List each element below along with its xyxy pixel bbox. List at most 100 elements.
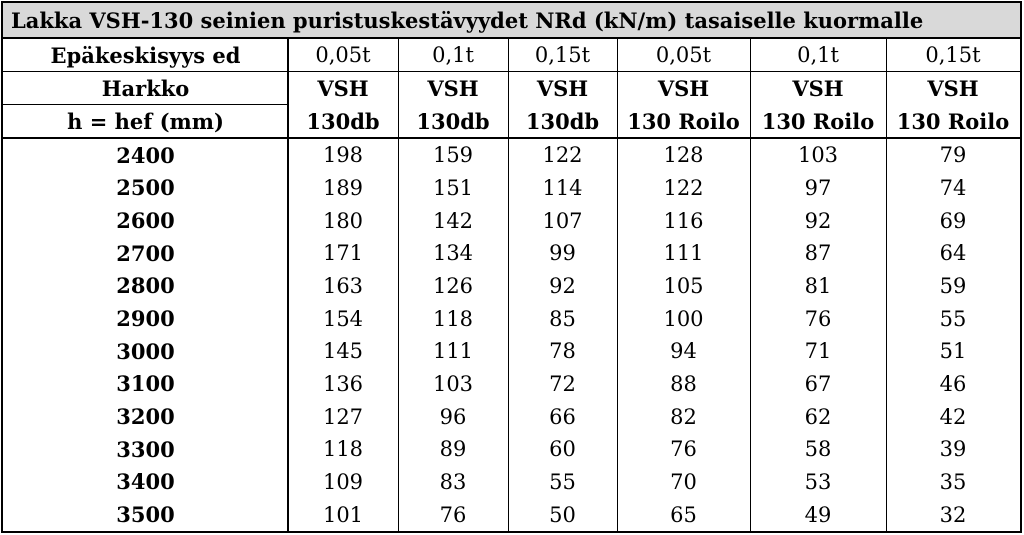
table-cell: 151	[432, 175, 474, 200]
table-cell: 65	[670, 502, 697, 527]
header-label: Epäkeskisyys ed	[50, 42, 241, 68]
row-header: 2700	[116, 240, 175, 266]
table-rule	[1, 531, 1022, 533]
block-header: VSH	[927, 76, 979, 101]
eccentricity-header: 0,05t	[655, 43, 712, 67]
block-header: 130 Roilo	[761, 109, 875, 134]
table-rule	[1, 104, 288, 105]
table-cell: 62	[804, 404, 832, 429]
table-cell: 88	[670, 371, 697, 396]
block-header: 130 Roilo	[627, 109, 740, 134]
table-cell: 59	[939, 273, 967, 298]
table-rule	[287, 37, 289, 533]
table-cell: 35	[939, 469, 967, 494]
row-header: 2600	[116, 208, 175, 234]
table-rule	[1, 1, 3, 533]
table-cell: 163	[322, 273, 364, 298]
table-cell: 105	[663, 273, 704, 298]
table-cell: 198	[322, 143, 364, 168]
table-cell: 64	[939, 241, 967, 266]
table-cell: 127	[322, 404, 364, 429]
table-cell: 100	[663, 306, 704, 331]
table-cell: 72	[549, 371, 576, 396]
table-cell: 136	[322, 371, 364, 396]
table-cell: 58	[804, 437, 832, 462]
table-cell: 180	[322, 208, 364, 233]
table-rule	[1, 71, 1022, 72]
table-rule	[1020, 1, 1022, 533]
table-rule	[1, 137, 1022, 139]
table-cell: 46	[939, 371, 967, 396]
header-label: Harkko	[101, 76, 190, 101]
table-cell: 134	[432, 241, 474, 266]
table-cell: 42	[939, 404, 967, 429]
table-cell: 76	[439, 502, 467, 527]
row-header: 3300	[116, 436, 175, 462]
table-cell: 55	[549, 469, 576, 494]
eccentricity-header: 0,15t	[534, 43, 591, 67]
table-cell: 142	[432, 208, 474, 233]
block-header: VSH	[427, 76, 479, 101]
table-cell: 92	[549, 273, 576, 298]
block-header: VSH	[317, 76, 369, 101]
table-cell: 122	[542, 143, 583, 168]
block-header: VSH	[792, 76, 844, 101]
table-cell: 50	[549, 502, 576, 527]
table-cell: 53	[804, 469, 832, 494]
table-cell: 76	[804, 306, 832, 331]
table-cell: 99	[549, 241, 576, 266]
table-cell: 87	[804, 241, 832, 266]
table-cell: 74	[939, 175, 967, 200]
table-cell: 85	[549, 306, 576, 331]
table-cell: 101	[322, 502, 364, 527]
table-cell: 69	[939, 208, 967, 233]
table-cell: 114	[542, 175, 583, 200]
table-cell: 103	[797, 143, 839, 168]
eccentricity-header: 0,15t	[925, 43, 981, 67]
table-cell: 111	[432, 339, 474, 364]
block-header: 130db	[306, 109, 380, 134]
row-header: 3000	[116, 338, 175, 364]
table-cell: 189	[322, 175, 364, 200]
table-cell: 126	[432, 273, 474, 298]
table-rule	[398, 37, 399, 533]
table-cell: 92	[804, 208, 832, 233]
header-label: h = hef (mm)	[67, 109, 224, 134]
row-header: 3200	[116, 404, 175, 430]
table-rule	[886, 37, 887, 533]
table-cell: 145	[322, 339, 364, 364]
table-title: Lakka VSH-130 seinien puristuskestävyyde…	[3, 3, 1020, 38]
block-header: 130db	[416, 109, 490, 134]
row-header: 3500	[116, 502, 175, 528]
block-header: 130db	[525, 109, 600, 134]
table-cell: 128	[663, 143, 704, 168]
table-cell: 79	[939, 143, 967, 168]
table-cell: 116	[663, 208, 704, 233]
table-rule	[617, 37, 618, 533]
table-cell: 96	[439, 404, 467, 429]
row-header: 2800	[116, 273, 175, 299]
table-cell: 49	[804, 502, 832, 527]
table-cell: 118	[322, 437, 364, 462]
eccentricity-header: 0,05t	[315, 43, 371, 67]
table-cell: 154	[322, 306, 364, 331]
table-cell: 83	[439, 469, 467, 494]
eccentricity-header: 0,1t	[797, 43, 839, 67]
block-header: 130 Roilo	[896, 109, 1010, 134]
row-header: 3400	[116, 469, 175, 495]
table-rule	[750, 37, 751, 533]
table-rule	[1, 1, 1022, 3]
table-cell: 109	[322, 469, 364, 494]
table-cell: 94	[670, 339, 697, 364]
table-rule	[508, 37, 509, 533]
table-cell: 71	[804, 339, 832, 364]
table-cell: 89	[439, 437, 467, 462]
table-cell: 67	[804, 371, 832, 396]
row-header: 2500	[116, 175, 175, 201]
table-cell: 55	[939, 306, 967, 331]
table-cell: 171	[322, 241, 364, 266]
table-cell: 32	[939, 502, 967, 527]
table-cell: 81	[804, 273, 832, 298]
table-cell: 70	[670, 469, 697, 494]
